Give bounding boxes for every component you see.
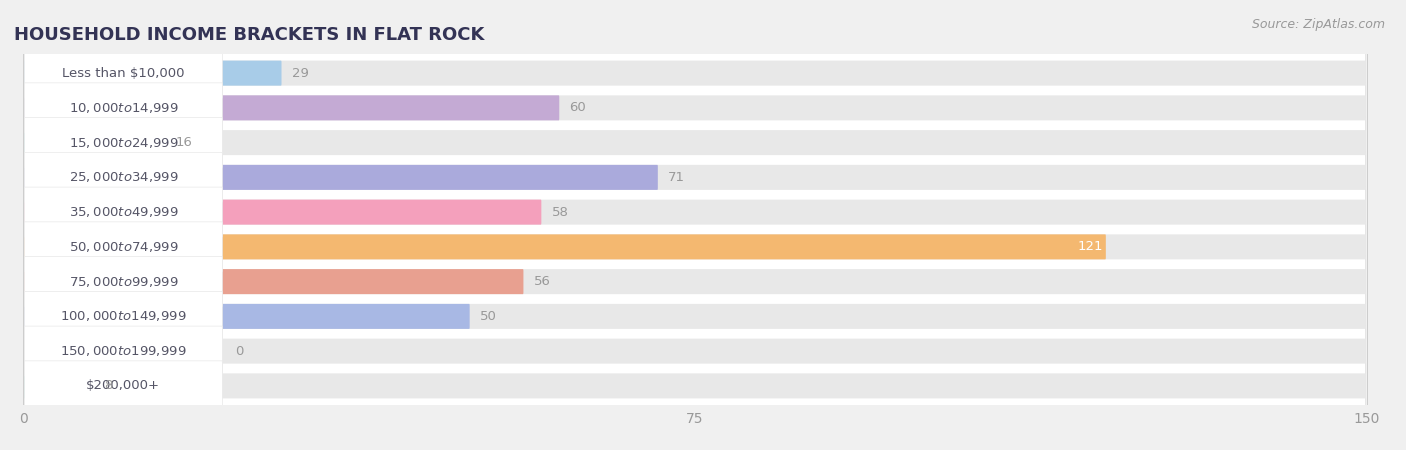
FancyBboxPatch shape bbox=[24, 304, 470, 329]
FancyBboxPatch shape bbox=[24, 291, 222, 342]
Text: $150,000 to $199,999: $150,000 to $199,999 bbox=[60, 344, 187, 358]
FancyBboxPatch shape bbox=[24, 360, 1365, 412]
FancyBboxPatch shape bbox=[24, 61, 281, 86]
FancyBboxPatch shape bbox=[24, 374, 1365, 398]
FancyBboxPatch shape bbox=[24, 95, 1365, 121]
Text: $100,000 to $149,999: $100,000 to $149,999 bbox=[60, 310, 187, 324]
Text: Source: ZipAtlas.com: Source: ZipAtlas.com bbox=[1251, 18, 1385, 31]
FancyBboxPatch shape bbox=[24, 82, 1365, 134]
FancyBboxPatch shape bbox=[24, 130, 1365, 155]
Text: 0: 0 bbox=[235, 345, 243, 358]
Text: $10,000 to $14,999: $10,000 to $14,999 bbox=[69, 101, 179, 115]
FancyBboxPatch shape bbox=[24, 221, 1365, 273]
FancyBboxPatch shape bbox=[24, 95, 560, 121]
Text: $50,000 to $74,999: $50,000 to $74,999 bbox=[69, 240, 179, 254]
Text: $15,000 to $24,999: $15,000 to $24,999 bbox=[69, 135, 179, 149]
Text: 29: 29 bbox=[292, 67, 309, 80]
FancyBboxPatch shape bbox=[24, 269, 1365, 294]
Text: 121: 121 bbox=[1077, 240, 1102, 253]
Text: $200,000+: $200,000+ bbox=[86, 379, 160, 392]
FancyBboxPatch shape bbox=[24, 338, 1365, 364]
FancyBboxPatch shape bbox=[24, 269, 523, 294]
Text: $25,000 to $34,999: $25,000 to $34,999 bbox=[69, 171, 179, 184]
FancyBboxPatch shape bbox=[24, 48, 222, 98]
FancyBboxPatch shape bbox=[24, 187, 222, 237]
FancyBboxPatch shape bbox=[24, 83, 222, 133]
FancyBboxPatch shape bbox=[24, 153, 222, 202]
FancyBboxPatch shape bbox=[24, 200, 541, 225]
FancyBboxPatch shape bbox=[24, 117, 1365, 168]
FancyBboxPatch shape bbox=[24, 117, 222, 168]
Text: 50: 50 bbox=[479, 310, 496, 323]
FancyBboxPatch shape bbox=[24, 304, 1365, 329]
Text: 60: 60 bbox=[569, 101, 586, 114]
Text: 58: 58 bbox=[551, 206, 568, 219]
FancyBboxPatch shape bbox=[24, 165, 1365, 190]
FancyBboxPatch shape bbox=[24, 361, 222, 411]
Text: 71: 71 bbox=[668, 171, 685, 184]
Text: 56: 56 bbox=[534, 275, 551, 288]
FancyBboxPatch shape bbox=[24, 326, 222, 376]
FancyBboxPatch shape bbox=[24, 152, 1365, 203]
Text: 8: 8 bbox=[104, 379, 112, 392]
FancyBboxPatch shape bbox=[24, 222, 222, 272]
FancyBboxPatch shape bbox=[24, 47, 1365, 99]
FancyBboxPatch shape bbox=[24, 234, 1105, 259]
Text: Less than $10,000: Less than $10,000 bbox=[62, 67, 184, 80]
FancyBboxPatch shape bbox=[24, 291, 1365, 342]
FancyBboxPatch shape bbox=[24, 374, 93, 398]
FancyBboxPatch shape bbox=[24, 130, 165, 155]
FancyBboxPatch shape bbox=[24, 165, 658, 190]
Text: $35,000 to $49,999: $35,000 to $49,999 bbox=[69, 205, 179, 219]
Text: 16: 16 bbox=[176, 136, 193, 149]
FancyBboxPatch shape bbox=[24, 200, 1365, 225]
Text: $75,000 to $99,999: $75,000 to $99,999 bbox=[69, 274, 179, 288]
Text: HOUSEHOLD INCOME BRACKETS IN FLAT ROCK: HOUSEHOLD INCOME BRACKETS IN FLAT ROCK bbox=[14, 26, 485, 44]
FancyBboxPatch shape bbox=[24, 256, 222, 306]
FancyBboxPatch shape bbox=[24, 61, 1365, 86]
FancyBboxPatch shape bbox=[24, 325, 1365, 377]
FancyBboxPatch shape bbox=[24, 234, 1365, 259]
FancyBboxPatch shape bbox=[24, 256, 1365, 307]
FancyBboxPatch shape bbox=[24, 186, 1365, 238]
